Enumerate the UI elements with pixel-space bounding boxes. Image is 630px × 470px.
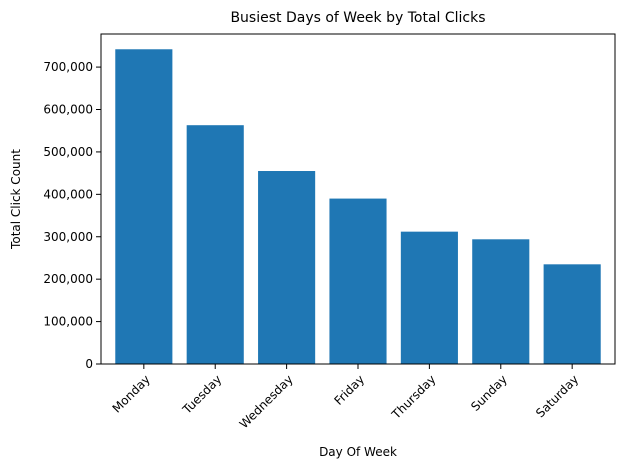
bars xyxy=(115,49,601,365)
bar-tuesday xyxy=(186,125,244,364)
bar-thursday xyxy=(400,231,458,364)
bar-wednesday xyxy=(258,171,316,364)
x-tick-label-sunday: Sunday xyxy=(468,372,510,414)
x-tick-label-tuesday: Tuesday xyxy=(179,372,224,417)
x-axis-label: Day Of Week xyxy=(319,445,397,459)
y-tick-label: 600,000 xyxy=(43,103,93,117)
y-tick-label: 400,000 xyxy=(43,187,93,201)
y-tick-label: 0 xyxy=(85,357,93,371)
x-tick-label-wednesday: Wednesday xyxy=(237,372,296,431)
x-tick-label-thursday: Thursday xyxy=(388,372,438,422)
y-axis: 0 100,000 200,000 300,000 400,000 500,000 600,… xyxy=(43,60,101,371)
x-tick-label-saturday: Saturday xyxy=(533,372,581,420)
y-tick-label: 500,000 xyxy=(43,145,93,159)
chart-title: Busiest Days of Week by Total Clicks xyxy=(230,10,485,26)
x-tick-label-friday: Friday xyxy=(332,372,368,408)
y-tick-label: 300,000 xyxy=(43,230,93,244)
plot-frame xyxy=(100,33,616,365)
x-tick-label-monday: Monday xyxy=(110,372,153,415)
bar-monday xyxy=(115,49,173,365)
y-axis-label: Total Click Count xyxy=(9,149,23,250)
y-tick-label: 200,000 xyxy=(43,272,93,286)
x-axis: Monday Tuesday Wednesday Friday Thursday Sund… xyxy=(110,364,581,431)
bar-friday xyxy=(329,198,387,364)
y-tick-label: 700,000 xyxy=(43,60,93,74)
bar-sunday xyxy=(472,239,530,364)
y-tick-label: 100,000 xyxy=(43,315,93,329)
bar-saturday xyxy=(543,264,601,364)
